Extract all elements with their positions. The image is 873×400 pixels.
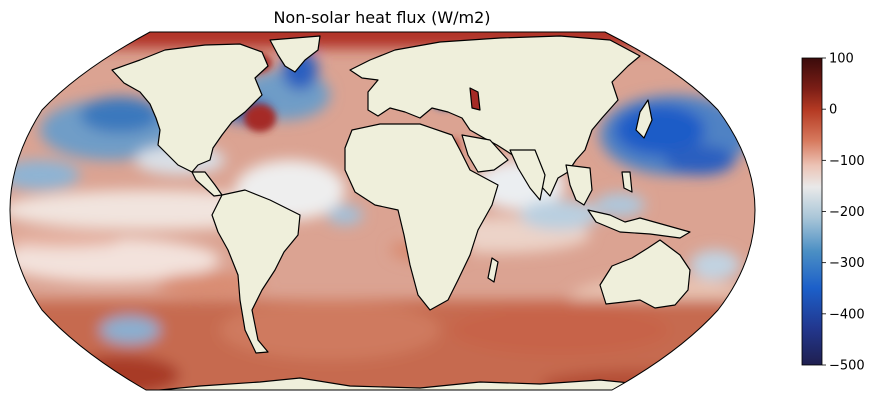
colorbar-tick-label: −300: [829, 256, 865, 271]
landmass-new-zealand: [731, 289, 746, 317]
globe-outline: [9, 31, 756, 391]
landmass-philippines: [621, 171, 633, 193]
landmass-australia: [599, 239, 691, 309]
land: [111, 35, 746, 390]
landmass-arabia: [461, 134, 509, 173]
colorbar: 100 0 −100 −200 −300 −400 −500: [801, 52, 865, 374]
landmass-south-america: [211, 189, 301, 354]
landmass-se-asia: [565, 164, 593, 206]
colorbar-gradient: [801, 57, 823, 366]
colorbar-tick-label: 100: [829, 52, 854, 67]
landmass-africa: [344, 123, 499, 311]
colorbar-tick-label: −200: [829, 205, 865, 220]
colorbar-tick-label: 0: [829, 103, 837, 118]
landmass-japan: [635, 99, 653, 139]
landmass-central-america: [191, 171, 223, 197]
colorbar-tick-label: −100: [829, 154, 865, 169]
landmass-north-america: [111, 43, 269, 173]
landmass-madagascar: [487, 257, 499, 283]
landmass-indonesia: [587, 209, 691, 239]
landmass-india: [509, 149, 546, 201]
chart-title: Non-solar heat flux (W/m2): [273, 8, 491, 27]
colorbar-ticks: 100 0 −100 −200 −300 −400 −500: [822, 52, 865, 374]
landmass-greenland: [269, 35, 321, 73]
colorbar-tick-label: −400: [829, 307, 865, 322]
colorbar-tick-label: −500: [829, 359, 865, 374]
caspian-sea: [469, 87, 481, 111]
